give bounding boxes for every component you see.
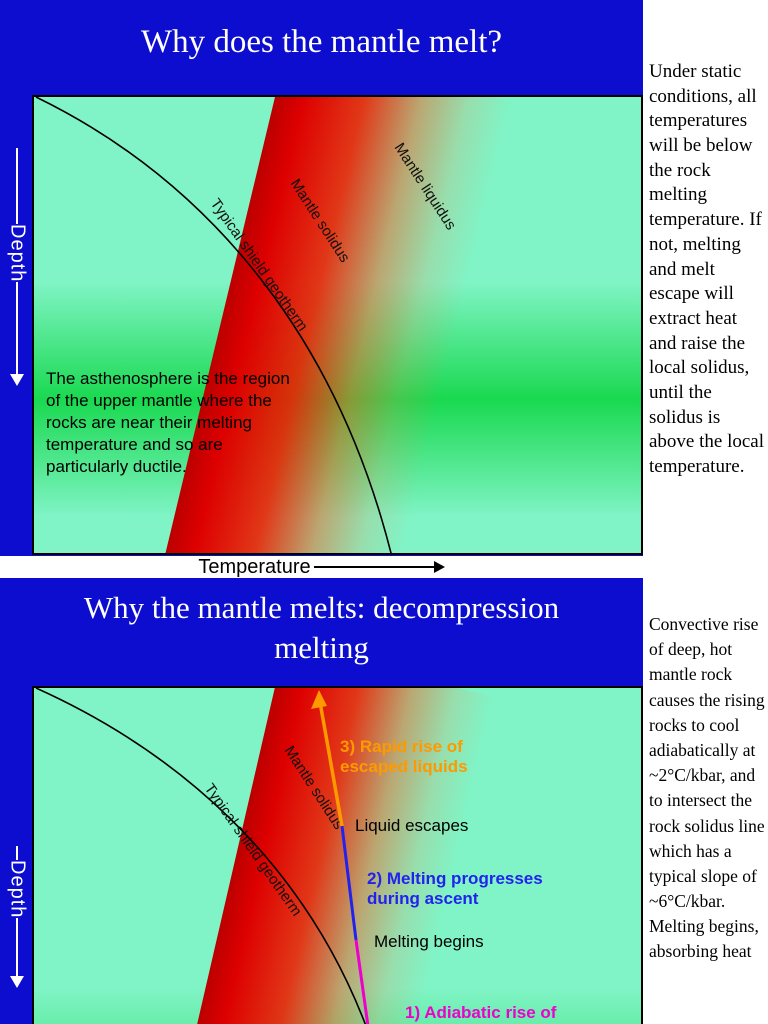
adiabatic-rise-line xyxy=(354,939,370,1024)
geotherm-curve xyxy=(35,97,392,553)
step3-label: 3) Rapid rise of escaped liquids xyxy=(340,737,468,776)
slide1-depth-axis: Depth xyxy=(4,148,30,387)
slide2-title-line1: Why the mantle melts: decompression xyxy=(83,590,560,625)
geotherm-curve xyxy=(35,688,367,1024)
depth-axis-line-bottom xyxy=(16,282,18,375)
depth-axis-line-bottom xyxy=(16,918,18,977)
slide1-plot-overlay: Typical shield geotherm Mantle solidus M… xyxy=(35,97,460,553)
mantle-solidus-label: Mantle solidus xyxy=(287,176,353,266)
depth-axis-label: Depth xyxy=(6,860,29,919)
slide1-diagram: Typical shield geotherm Mantle solidus M… xyxy=(32,95,643,555)
depth-axis-label: Depth xyxy=(6,224,29,283)
depth-axis-line-top xyxy=(16,148,18,224)
temperature-axis-arrow-icon xyxy=(433,561,445,573)
slide2-diagram: Typical shield geotherm Mantle solidus 3… xyxy=(32,686,643,1024)
geotherm-label: Typical shield geotherm xyxy=(207,196,311,335)
temperature-axis-label: Temperature xyxy=(198,555,311,578)
geotherm-label: Typical shield geotherm xyxy=(201,781,305,920)
slide1-title: Why does the mantle melt? xyxy=(140,24,503,60)
mantle-solidus-label: Mantle solidus xyxy=(281,743,347,833)
slide2-title: Why the mantle melts: decompression melt… xyxy=(0,588,643,667)
slide-1: Why does the mantle melt? Typical shield… xyxy=(0,0,768,578)
step2-label: 2) Melting progresses during ascent xyxy=(367,869,543,908)
slide2-side-note: Convective rise of deep, hot mantle rock… xyxy=(643,578,768,1024)
depth-axis-line-top xyxy=(16,846,18,860)
slide2-plot-overlay: Typical shield geotherm Mantle solidus xyxy=(35,688,370,1024)
liquid-escapes-label: Liquid escapes xyxy=(355,816,469,835)
melting-progress-line xyxy=(340,825,358,941)
slide1-temperature-axis: Temperature xyxy=(0,556,643,578)
depth-axis-arrow-icon xyxy=(10,374,24,387)
step1-label: 1) Adiabatic rise of xyxy=(405,1003,557,1022)
slide2-title-line2: melting xyxy=(274,629,369,665)
depth-axis-arrow-icon xyxy=(10,976,24,989)
asthenosphere-annotation: The asthenosphere is the region of the u… xyxy=(46,369,290,477)
slide2-depth-axis: Depth xyxy=(4,846,30,989)
melting-begins-label: Melting begins xyxy=(374,932,484,951)
escaped-liquid-line xyxy=(318,701,344,827)
slide-2: Why the mantle melts: decompression melt… xyxy=(0,578,768,1024)
slide1-side-note: Under static conditions, all temperature… xyxy=(643,0,768,578)
escaped-liquid-arrowhead-icon xyxy=(311,690,327,709)
temperature-axis-line xyxy=(313,566,434,568)
mantle-liquidus-label: Mantle liquidus xyxy=(391,140,460,233)
